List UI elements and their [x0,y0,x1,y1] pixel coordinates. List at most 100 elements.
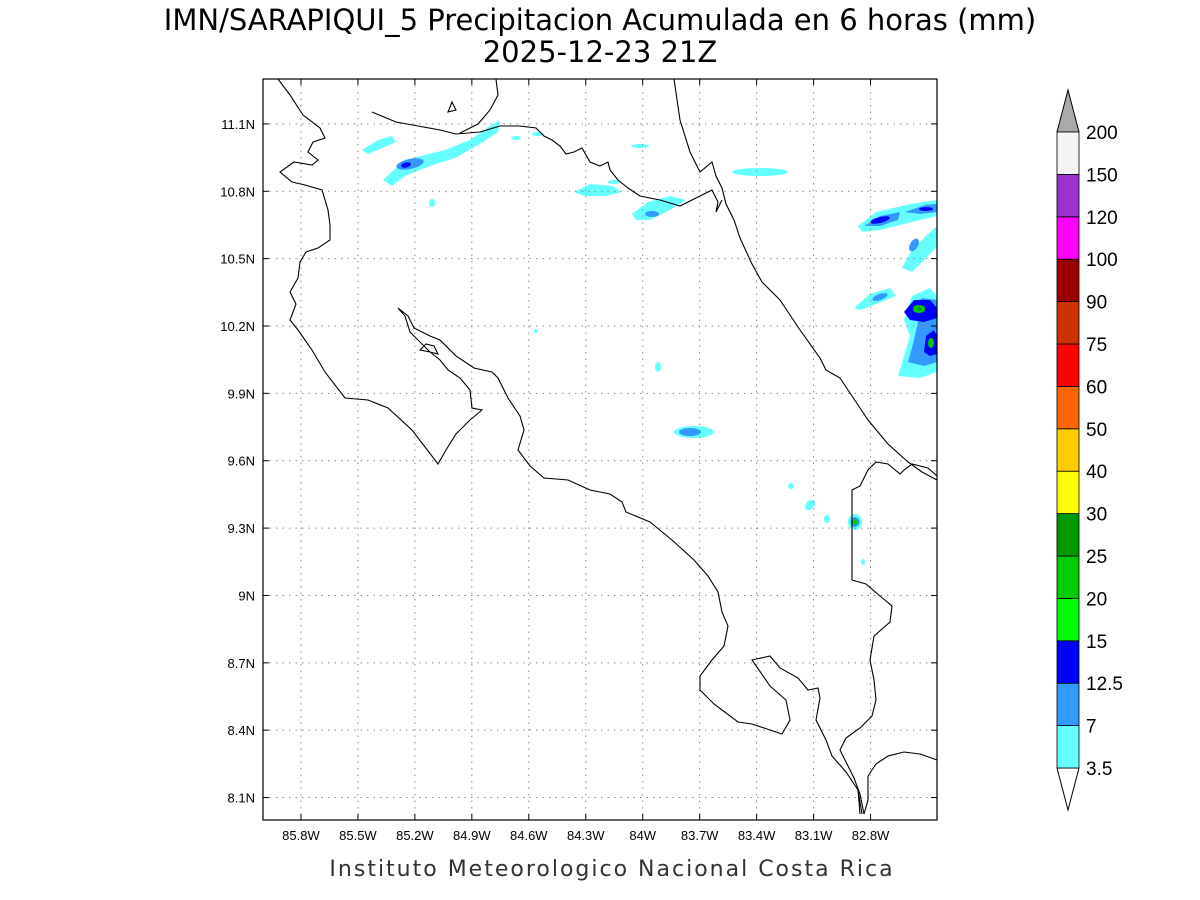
nicaragua-border [371,111,611,171]
colorbar-swatch [1056,725,1080,769]
y-tick-label: 9.6N [228,454,255,469]
caribbean-coastline [673,79,937,481]
precipitation-colorbar: 3.5 7 12.5 15 20 25 30 40 50 60 75 90 100 120 150 200 [1056,88,1123,812]
precip-dot-7 [534,329,538,333]
precip-core-central [679,428,701,436]
colorbar-bottom-arrow [1056,767,1080,812]
colorbar-swatch [1056,343,1080,387]
precip-core-east-4-green-inner [916,307,922,311]
colorbar-swatch [1056,385,1080,430]
precip-core-east-1b-inner [919,207,933,211]
x-tick-label: 84.6W [510,828,548,843]
y-tick-label: 10.8N [220,184,255,199]
colorbar-swatch [1056,555,1080,599]
map-gridlines [263,79,937,820]
x-tick-label: 85.5W [339,828,377,843]
nicoya-island [418,343,440,355]
precip-core-east-2 [909,238,919,252]
y-tick-label: 8.4N [228,723,255,738]
colorbar-top-arrow [1056,88,1080,133]
x-tick-label: 85.8W [282,828,320,843]
precip-core-north-border [645,211,659,217]
colorbar-label: 7 [1086,717,1097,738]
precip-area-north-east [732,168,788,176]
precip-dot-5 [631,144,649,148]
x-tick-label: 83.1W [795,828,833,843]
colorbar-label: 20 [1086,589,1107,610]
y-tick-label: 10.2N [220,319,255,334]
y-tick-label: 11.1N [221,117,255,132]
pacific-coastline [277,79,863,815]
precipitation-fields [362,120,937,565]
colorbar-swatch [1056,216,1080,260]
precip-dot-4 [608,180,620,184]
y-tick-label: 9.9N [228,386,255,401]
precip-dot-11 [861,559,865,565]
colorbar-swatch [1056,173,1080,218]
precip-area-nw-band [383,120,500,186]
precip-dot-6 [655,362,661,372]
coastlines-borders [277,79,937,815]
x-tick-label: 82.8W [852,828,890,843]
colorbar-label: 25 [1086,547,1107,568]
footer-credit: Instituto Meteorologico Nacional Costa R… [329,857,894,882]
y-tick-label: 10.5N [220,252,255,267]
y-tick-label: 9.3N [228,521,255,536]
colorbar-label: 12.5 [1086,674,1123,695]
x-tick-label: 84.3W [567,828,605,843]
nicaragua-lake-shore [459,79,499,134]
colorbar-swatch [1056,682,1080,727]
colorbar-swatch [1056,428,1080,472]
y-tick-label: 8.7N [228,656,255,671]
x-tick-label: 85.2W [396,828,434,843]
precip-area-east-2 [902,226,937,272]
precip-core-east-3 [872,293,888,301]
precip-core-east-5-green [928,338,934,348]
colorbar-swatch [1056,258,1080,303]
colorbar-label: 3.5 [1086,759,1112,780]
precip-area-nw-small [362,136,396,154]
colorbar-label: 100 [1086,250,1118,271]
colorbar-label: 40 [1086,462,1107,483]
small-island [447,100,457,113]
precip-area-north-2 [574,184,622,196]
precip-core-east-1-inner [870,216,890,224]
colorbar-swatch [1056,640,1080,684]
x-tick-label: 83.4W [738,828,776,843]
north-border-segment [609,169,723,213]
precip-dot-8 [788,483,794,489]
colorbar-label: 60 [1086,377,1107,398]
map-plot-area [263,79,937,820]
precip-dot-3 [511,136,521,140]
colorbar-swatch [1056,131,1080,175]
y-axis-latitude: 11.1N 10.8N 10.5N 10.2N 9.9N 9.6N 9.3N 9N 8.7N 8.… [220,117,937,806]
precip-core-southeast-green [852,519,858,525]
y-tick-label: 8.1N [228,791,255,806]
y-tick-label: 9N [238,588,255,603]
colorbar-label: 50 [1086,420,1107,441]
colorbar-label: 30 [1086,505,1107,526]
precip-dot-1 [429,199,435,207]
x-tick-label: 84W [629,828,656,843]
colorbar-label: 75 [1086,335,1107,356]
map-subtitle-date: 2025-12-23 21Z [483,35,718,69]
colorbar-swatch [1056,513,1080,557]
panama-border [851,461,937,580]
x-tick-label: 84.9W [453,828,491,843]
colorbar-label: 120 [1086,208,1118,229]
border-south-tip [857,789,861,815]
x-axis-longitude: 85.8W 85.5W 85.2W 84.9W 84.6W 84.3W 84W 83.7W 83… [282,79,890,843]
precip-core-nw-inner [401,162,411,168]
x-tick-label: 83.7W [681,828,719,843]
colorbar-label: 90 [1086,293,1107,314]
precip-dot-10 [824,515,830,523]
precip-dot-9 [805,499,815,511]
map-title: IMN/SARAPIQUI_5 Precipitacion Acumulada … [164,3,1036,37]
colorbar-label: 200 [1086,123,1118,144]
colorbar-swatch [1056,301,1080,345]
colorbar-label: 15 [1086,632,1107,653]
colorbar-swatch [1056,470,1080,515]
colorbar-swatch [1056,598,1080,642]
map-frame [262,78,938,821]
